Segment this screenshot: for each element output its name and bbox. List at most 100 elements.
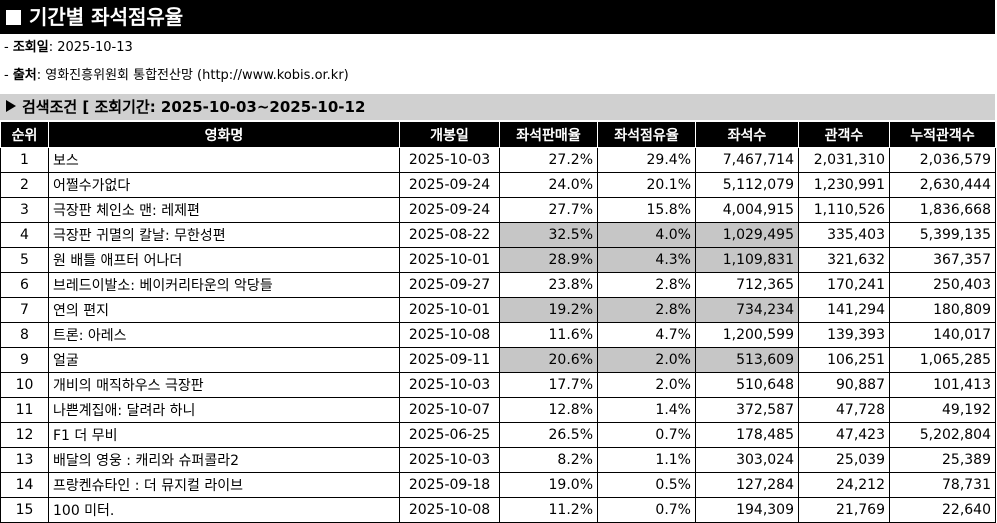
seat-share-cell: 29.4%: [597, 147, 696, 173]
table-row: 11 나쁜계집애: 달려라 하니 2025-10-07 12.8% 1.4% 372,58…: [0, 397, 996, 423]
sale-rate-cell: 12.8%: [499, 397, 598, 423]
movie-title-cell: F1 더 무비: [48, 422, 400, 448]
seat-count-cell: 712,365: [695, 272, 799, 298]
audience-cell: 321,632: [798, 247, 890, 273]
sale-rate-cell: 28.9%: [499, 247, 598, 273]
seat-share-cell: 2.8%: [597, 297, 696, 323]
movie-title-cell: 얼굴: [48, 347, 400, 373]
seat-share-cell: 2.8%: [597, 272, 696, 298]
table-row: 9 얼굴 2025-09-11 20.6% 2.0% 513,609 106,251 1,06…: [0, 347, 996, 373]
rank-cell: 7: [0, 297, 49, 323]
movie-title-cell: 100 미터.: [48, 497, 400, 523]
audience-cell: 21,769: [798, 497, 890, 523]
rank-cell: 10: [0, 372, 49, 398]
movie-title-cell: 극장판 체인소 맨: 레제편: [48, 197, 400, 223]
sale-rate-cell: 19.0%: [499, 472, 598, 498]
sale-rate-cell: 19.2%: [499, 297, 598, 323]
seat-share-cell: 0.7%: [597, 422, 696, 448]
table-row: 8 트론: 아레스 2025-10-08 11.6% 4.7% 1,200,599 139,…: [0, 322, 996, 348]
release-date-cell: 2025-09-11: [399, 347, 500, 373]
sale-rate-cell: 24.0%: [499, 172, 598, 198]
release-date-cell: 2025-10-08: [399, 322, 500, 348]
table-row: 4 극장판 귀멸의 칼날: 무한성편 2025-08-22 32.5% 4.0% 1,02…: [0, 222, 996, 248]
triangle-right-icon: [6, 100, 16, 112]
seat-share-cell: 2.0%: [597, 347, 696, 373]
inquiry-date-label: 조회일: [12, 40, 49, 55]
release-date-cell: 2025-09-27: [399, 272, 500, 298]
column-header-cumulative: 누적관객수: [889, 121, 996, 148]
audience-cell: 335,403: [798, 222, 890, 248]
cumulative-audience-cell: 5,202,804: [889, 422, 996, 448]
column-header-share: 좌석점유율: [597, 121, 696, 148]
release-date-cell: 2025-09-24: [399, 197, 500, 223]
seat-count-cell: 7,467,714: [695, 147, 799, 173]
column-header-release: 개봉일: [399, 121, 500, 148]
table-row: 1 보스 2025-10-03 27.2% 29.4% 7,467,714 2,031,31…: [0, 147, 996, 173]
table-header-row: 순위 영화명 개봉일 좌석판매율 좌석점유율 좌석수 관객수 누적관객수: [0, 121, 996, 148]
square-bullet-icon: [6, 10, 21, 25]
sale-rate-cell: 27.2%: [499, 147, 598, 173]
column-header-title: 영화명: [48, 121, 400, 148]
release-date-cell: 2025-10-07: [399, 397, 500, 423]
audience-cell: 47,728: [798, 397, 890, 423]
cumulative-audience-cell: 5,399,135: [889, 222, 996, 248]
rank-cell: 11: [0, 397, 49, 423]
page-title-bar: 기간별 좌석점유율: [0, 0, 995, 34]
cumulative-audience-cell: 25,389: [889, 447, 996, 473]
page-title: 기간별 좌석점유율: [29, 5, 184, 29]
table-row: 6 브레드이발소: 베이커리타운의 악당들 2025-09-27 23.8% 2.8% 7…: [0, 272, 996, 298]
movie-title-cell: 보스: [48, 147, 400, 173]
table-row: 3 극장판 체인소 맨: 레제편 2025-09-24 27.7% 15.8% 4,004…: [0, 197, 996, 223]
cumulative-audience-cell: 367,357: [889, 247, 996, 273]
sale-rate-cell: 26.5%: [499, 422, 598, 448]
seat-share-cell: 4.3%: [597, 247, 696, 273]
release-date-cell: 2025-08-22: [399, 222, 500, 248]
movie-title-cell: 트론: 아레스: [48, 322, 400, 348]
release-date-cell: 2025-09-18: [399, 472, 500, 498]
release-date-cell: 2025-10-03: [399, 447, 500, 473]
rank-cell: 1: [0, 147, 49, 173]
sale-rate-cell: 11.2%: [499, 497, 598, 523]
audience-cell: 170,241: [798, 272, 890, 298]
movie-title-cell: 배달의 영웅 : 캐리와 슈퍼콜라2: [48, 447, 400, 473]
rank-cell: 13: [0, 447, 49, 473]
audience-cell: 1,110,526: [798, 197, 890, 223]
seat-count-cell: 510,648: [695, 372, 799, 398]
seat-count-cell: 5,112,079: [695, 172, 799, 198]
audience-cell: 2,031,310: [798, 147, 890, 173]
search-condition-text: 검색조건 [ 조회기간: 2025-10-03~2025-10-12: [22, 98, 366, 116]
cumulative-audience-cell: 2,036,579: [889, 147, 996, 173]
seat-count-cell: 303,024: [695, 447, 799, 473]
seat-share-cell: 1.1%: [597, 447, 696, 473]
seat-share-cell: 2.0%: [597, 372, 696, 398]
release-date-cell: 2025-09-24: [399, 172, 500, 198]
cumulative-audience-cell: 49,192: [889, 397, 996, 423]
seat-share-cell: 1.4%: [597, 397, 696, 423]
audience-cell: 24,212: [798, 472, 890, 498]
seat-count-cell: 127,284: [695, 472, 799, 498]
source-value: 영화진흥위원회 통합전산망 (http://www.kobis.or.kr): [45, 68, 349, 83]
sale-rate-cell: 20.6%: [499, 347, 598, 373]
table-row: 15 100 미터. 2025-10-08 11.2% 0.7% 194,309 21,76…: [0, 497, 996, 523]
rank-cell: 6: [0, 272, 49, 298]
seat-share-cell: 0.5%: [597, 472, 696, 498]
release-date-cell: 2025-06-25: [399, 422, 500, 448]
sale-rate-cell: 32.5%: [499, 222, 598, 248]
table-row: 13 배달의 영웅 : 캐리와 슈퍼콜라2 2025-10-03 8.2% 1.1% 30…: [0, 447, 996, 473]
release-date-cell: 2025-10-01: [399, 247, 500, 273]
cumulative-audience-cell: 180,809: [889, 297, 996, 323]
occupancy-table: 순위 영화명 개봉일 좌석판매율 좌석점유율 좌석수 관객수 누적관객수 1 보스…: [0, 121, 996, 523]
cumulative-audience-cell: 250,403: [889, 272, 996, 298]
movie-title-cell: 연의 편지: [48, 297, 400, 323]
audience-cell: 106,251: [798, 347, 890, 373]
column-header-seats: 좌석수: [695, 121, 799, 148]
sale-rate-cell: 17.7%: [499, 372, 598, 398]
seat-share-cell: 20.1%: [597, 172, 696, 198]
release-date-cell: 2025-10-01: [399, 297, 500, 323]
seat-count-cell: 372,587: [695, 397, 799, 423]
seat-share-cell: 15.8%: [597, 197, 696, 223]
column-header-audience: 관객수: [798, 121, 890, 148]
cumulative-audience-cell: 1,836,668: [889, 197, 996, 223]
cumulative-audience-cell: 140,017: [889, 322, 996, 348]
cumulative-audience-cell: 1,065,285: [889, 347, 996, 373]
